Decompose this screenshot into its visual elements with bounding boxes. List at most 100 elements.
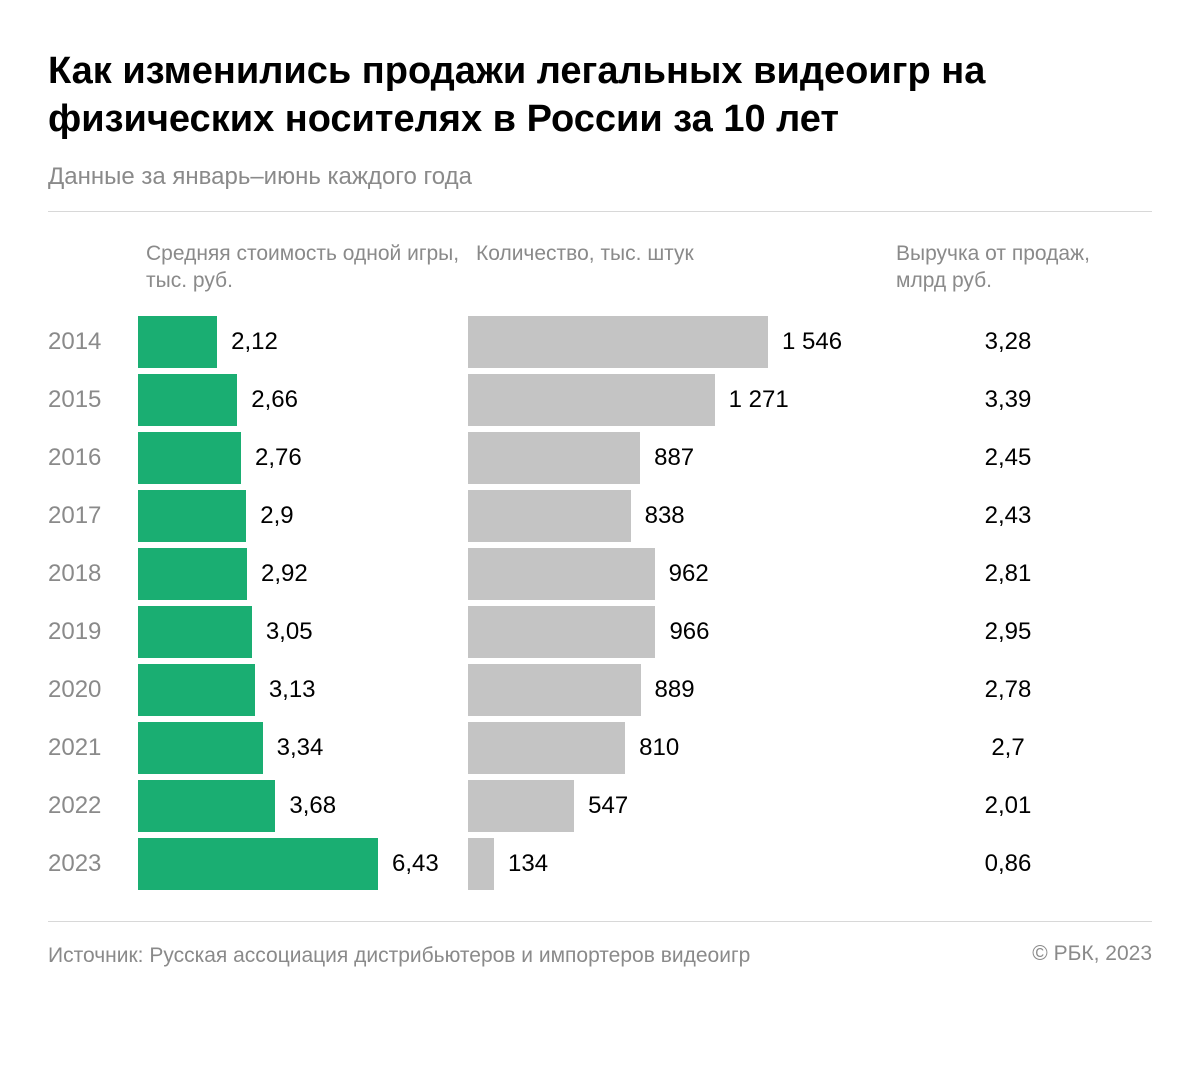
quantity-bar: [468, 780, 574, 832]
copyright-text: © РБК, 2023: [1032, 942, 1152, 966]
revenue-value: 2,45: [888, 429, 1128, 487]
quantity-value: 966: [669, 618, 709, 646]
revenue-value: 0,86: [888, 835, 1128, 893]
quantity-value: 889: [655, 676, 695, 704]
quantity-bar: [468, 432, 640, 484]
revenue-column-header: Выручка от продаж, млрд руб.: [888, 240, 1128, 313]
quantity-bar-row: 966: [468, 603, 888, 661]
year-label: 2014: [48, 313, 138, 371]
revenue-value: 2,01: [888, 777, 1128, 835]
price-value: 3,34: [277, 734, 324, 762]
chart-title: Как изменились продажи легальных видеоиг…: [48, 48, 1152, 143]
price-value: 2,12: [231, 328, 278, 356]
year-text: 2020: [48, 676, 101, 704]
year-text: 2016: [48, 444, 101, 472]
price-bar-row: 3,13: [138, 661, 468, 719]
quantity-bar-row: 962: [468, 545, 888, 603]
quantity-bar: [468, 664, 641, 716]
price-bar-row: 2,12: [138, 313, 468, 371]
year-label: 2018: [48, 545, 138, 603]
price-value: 3,05: [266, 618, 313, 646]
year-label: 2022: [48, 777, 138, 835]
price-value: 3,68: [289, 792, 336, 820]
price-bar: [138, 606, 252, 658]
year-text: 2014: [48, 328, 101, 356]
revenue-value: 2,7: [888, 719, 1128, 777]
revenue-value: 2,43: [888, 487, 1128, 545]
quantity-bar: [468, 316, 768, 368]
year-text: 2019: [48, 618, 101, 646]
revenue-value: 2,81: [888, 545, 1128, 603]
price-bar: [138, 432, 241, 484]
year-label: 2021: [48, 719, 138, 777]
year-column-header: [48, 240, 138, 313]
quantity-bar-row: 134: [468, 835, 888, 893]
price-bar-row: 2,66: [138, 371, 468, 429]
year-label: 2020: [48, 661, 138, 719]
price-value: 2,76: [255, 444, 302, 472]
price-bar-row: 2,92: [138, 545, 468, 603]
year-label: 2017: [48, 487, 138, 545]
quantity-value: 134: [508, 850, 548, 878]
quantity-value: 962: [669, 560, 709, 588]
quantity-value: 1 271: [729, 386, 789, 414]
source-text: Источник: Русская ассоциация дистрибьюте…: [48, 942, 750, 970]
revenue-value: 3,28: [888, 313, 1128, 371]
price-bar: [138, 374, 237, 426]
year-text: 2022: [48, 792, 101, 820]
quantity-bar-row: 1 271: [468, 371, 888, 429]
quantity-bar-row: 887: [468, 429, 888, 487]
year-text: 2018: [48, 560, 101, 588]
price-bar-row: 2,76: [138, 429, 468, 487]
quantity-value: 838: [645, 502, 685, 530]
quantity-bar: [468, 838, 494, 890]
quantity-bar-row: 810: [468, 719, 888, 777]
quantity-column-header: Количество, тыс. штук: [468, 240, 888, 313]
chart-subtitle: Данные за январь–июнь каждого года: [48, 163, 1152, 191]
price-bar: [138, 838, 378, 890]
quantity-bar-row: 838: [468, 487, 888, 545]
price-bar: [138, 664, 255, 716]
year-text: 2023: [48, 850, 101, 878]
year-label: 2015: [48, 371, 138, 429]
year-text: 2017: [48, 502, 101, 530]
quantity-bar: [468, 548, 655, 600]
quantity-bar-row: 1 546: [468, 313, 888, 371]
price-value: 2,66: [251, 386, 298, 414]
price-bar-row: 2,9: [138, 487, 468, 545]
price-bar-row: 3,68: [138, 777, 468, 835]
year-label: 2016: [48, 429, 138, 487]
price-value: 3,13: [269, 676, 316, 704]
revenue-value: 2,78: [888, 661, 1128, 719]
year-label: 2019: [48, 603, 138, 661]
chart-grid: Средняя стоимость одной игры, тыс. руб. …: [48, 240, 1152, 893]
quantity-bar: [468, 490, 631, 542]
price-column-header: Средняя стоимость одной игры, тыс. руб.: [138, 240, 468, 313]
quantity-bar-row: 889: [468, 661, 888, 719]
price-bar: [138, 490, 246, 542]
price-value: 2,92: [261, 560, 308, 588]
price-bar: [138, 548, 247, 600]
quantity-bar: [468, 374, 715, 426]
chart-footer: Источник: Русская ассоциация дистрибьюте…: [48, 942, 1152, 970]
quantity-value: 810: [639, 734, 679, 762]
revenue-value: 2,95: [888, 603, 1128, 661]
price-bar-row: 3,05: [138, 603, 468, 661]
quantity-bar: [468, 606, 655, 658]
price-bar-row: 3,34: [138, 719, 468, 777]
quantity-value: 1 546: [782, 328, 842, 356]
quantity-bar: [468, 722, 625, 774]
price-bar: [138, 722, 263, 774]
price-bar-row: 6,43: [138, 835, 468, 893]
year-text: 2021: [48, 734, 101, 762]
price-bar: [138, 780, 275, 832]
quantity-bar-row: 547: [468, 777, 888, 835]
quantity-value: 887: [654, 444, 694, 472]
quantity-value: 547: [588, 792, 628, 820]
year-label: 2023: [48, 835, 138, 893]
top-divider: [48, 211, 1152, 212]
bottom-divider: [48, 921, 1152, 922]
price-bar: [138, 316, 217, 368]
year-text: 2015: [48, 386, 101, 414]
price-value: 6,43: [392, 850, 439, 878]
